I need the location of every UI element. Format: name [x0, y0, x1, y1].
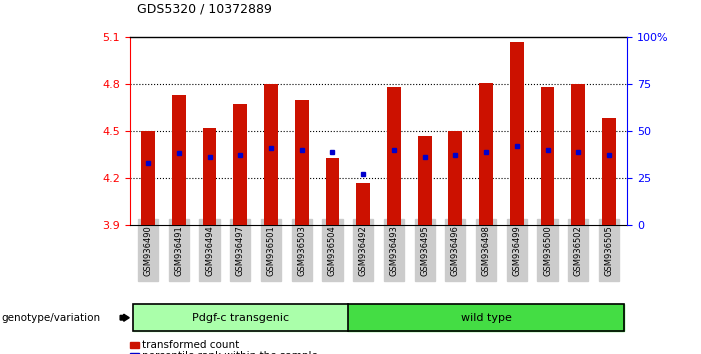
Bar — [449, 131, 462, 225]
Bar — [510, 42, 524, 225]
Bar — [203, 128, 217, 225]
Text: transformed count: transformed count — [142, 340, 240, 350]
Text: genotype/variation: genotype/variation — [1, 313, 100, 323]
Text: Pdgf-c transgenic: Pdgf-c transgenic — [192, 313, 289, 323]
Bar — [571, 84, 585, 225]
Bar — [387, 87, 401, 225]
Bar — [602, 119, 616, 225]
Bar — [295, 100, 308, 225]
Text: percentile rank within the sample: percentile rank within the sample — [142, 352, 318, 354]
Bar — [540, 87, 554, 225]
Bar — [233, 104, 247, 225]
Bar — [325, 158, 339, 225]
Bar — [418, 136, 432, 225]
Bar — [141, 131, 155, 225]
Bar — [172, 95, 186, 225]
Bar — [479, 82, 493, 225]
Text: GDS5320 / 10372889: GDS5320 / 10372889 — [137, 3, 271, 16]
Bar — [264, 84, 278, 225]
Text: wild type: wild type — [461, 313, 512, 323]
Bar — [356, 183, 370, 225]
